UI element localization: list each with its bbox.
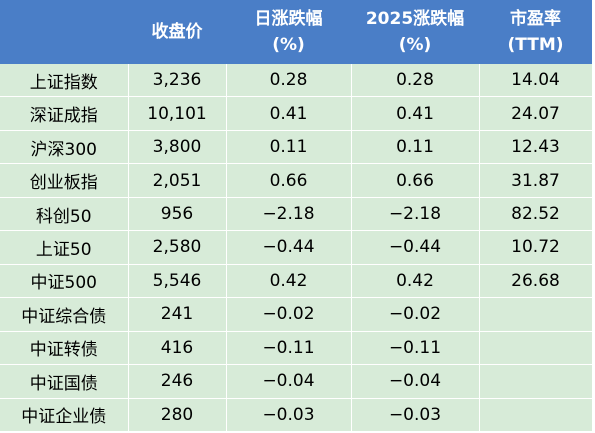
- cell-close: 3,800: [128, 130, 227, 165]
- cell-pe: 14.04: [479, 64, 593, 98]
- cell-ytd-change: 0.41: [351, 96, 480, 131]
- cell-close: 416: [128, 331, 227, 366]
- cell-pe: 10.72: [479, 230, 593, 265]
- cell-index-name: 上证50: [0, 230, 129, 265]
- table-row: 创业板指 2,051 0.66 0.66 31.87: [0, 163, 593, 198]
- cell-daily-change: 0.11: [226, 130, 352, 165]
- header-ytd-change: 2025涨跌幅 (%): [351, 0, 479, 64]
- cell-daily-change: −2.18: [226, 197, 352, 232]
- cell-index-name: 中证企业债: [0, 398, 129, 433]
- cell-daily-change: −0.44: [226, 230, 352, 265]
- table-row: 中证转债 416 −0.11 −0.11: [0, 331, 593, 366]
- cell-ytd-change: −2.18: [351, 197, 480, 232]
- cell-daily-change: −0.02: [226, 297, 352, 332]
- header-pe-title: 市盈率: [510, 9, 561, 29]
- cell-close: 5,546: [128, 264, 227, 299]
- cell-pe: 31.87: [479, 163, 593, 198]
- table-row: 中证500 5,546 0.42 0.42 26.68: [0, 264, 593, 299]
- cell-index-name: 中证500: [0, 264, 129, 299]
- table-row: 深证成指 10,101 0.41 0.41 24.07: [0, 96, 593, 131]
- cell-index-name: 深证成指: [0, 96, 129, 131]
- cell-ytd-change: −0.04: [351, 364, 480, 399]
- cell-close: 246: [128, 364, 227, 399]
- table-row: 科创50 956 −2.18 −2.18 82.52: [0, 197, 593, 232]
- cell-index-name: 上证指数: [0, 64, 129, 98]
- cell-ytd-change: 0.42: [351, 264, 480, 299]
- cell-index-name: 创业板指: [0, 163, 129, 198]
- header-row: 收盘价 日涨跌幅 (%) 2025涨跌幅 (%) 市盈率 (TTM): [0, 0, 592, 64]
- cell-pe: [479, 297, 593, 332]
- cell-pe: [479, 364, 593, 399]
- header-pe-unit: (TTM): [507, 35, 564, 55]
- cell-pe: 82.52: [479, 197, 593, 232]
- cell-ytd-change: −0.03: [351, 398, 480, 433]
- cell-close: 956: [128, 197, 227, 232]
- cell-pe: 12.43: [479, 130, 593, 165]
- cell-ytd-change: 0.28: [351, 64, 480, 98]
- cell-ytd-change: −0.11: [351, 331, 480, 366]
- cell-ytd-change: −0.02: [351, 297, 480, 332]
- cell-index-name: 沪深300: [0, 130, 129, 165]
- header-daily-change: 日涨跌幅 (%): [226, 0, 351, 64]
- cell-daily-change: 0.28: [226, 64, 352, 98]
- table-row: 沪深300 3,800 0.11 0.11 12.43: [0, 130, 593, 165]
- cell-close: 2,580: [128, 230, 227, 265]
- table-row: 中证国债 246 −0.04 −0.04: [0, 364, 593, 399]
- cell-ytd-change: 0.66: [351, 163, 480, 198]
- cell-close: 10,101: [128, 96, 227, 131]
- cell-close: 241: [128, 297, 227, 332]
- cell-close: 280: [128, 398, 227, 433]
- header-daily-change-unit: (%): [272, 35, 305, 55]
- cell-pe: [479, 398, 593, 433]
- cell-index-name: 中证转债: [0, 331, 129, 366]
- cell-close: 2,051: [128, 163, 227, 198]
- cell-daily-change: −0.03: [226, 398, 352, 433]
- table-row: 中证综合债 241 −0.02 −0.02: [0, 297, 593, 332]
- header-corner: [0, 0, 128, 64]
- cell-ytd-change: 0.11: [351, 130, 480, 165]
- cell-index-name: 中证国债: [0, 364, 129, 399]
- cell-close: 3,236: [128, 64, 227, 98]
- cell-daily-change: −0.11: [226, 331, 352, 366]
- cell-index-name: 中证综合债: [0, 297, 129, 332]
- table-row: 上证指数 3,236 0.28 0.28 14.04: [0, 64, 593, 98]
- table-row: 上证50 2,580 −0.44 −0.44 10.72: [0, 230, 593, 265]
- table-body: 上证指数 3,236 0.28 0.28 14.04 深证成指 10,101 0.41 0.41…: [0, 64, 593, 433]
- header-ytd-change-title: 2025涨跌幅: [365, 9, 465, 29]
- cell-pe: [479, 331, 593, 366]
- header-pe: 市盈率 (TTM): [479, 0, 592, 64]
- cell-daily-change: 0.42: [226, 264, 352, 299]
- table-row: 中证企业债 280 −0.03 −0.03: [0, 398, 593, 433]
- cell-daily-change: −0.04: [226, 364, 352, 399]
- cell-daily-change: 0.41: [226, 96, 352, 131]
- cell-daily-change: 0.66: [226, 163, 352, 198]
- header-ytd-change-unit: (%): [398, 35, 432, 55]
- cell-ytd-change: −0.44: [351, 230, 480, 265]
- cell-pe: 26.68: [479, 264, 593, 299]
- header-close: 收盘价: [128, 0, 226, 64]
- header-daily-change-title: 日涨跌幅: [254, 9, 323, 29]
- cell-index-name: 科创50: [0, 197, 129, 232]
- cell-pe: 24.07: [479, 96, 593, 131]
